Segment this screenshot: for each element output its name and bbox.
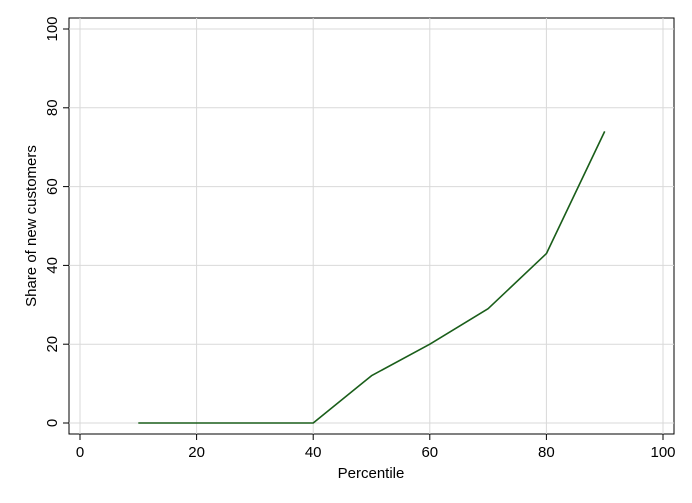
- y-tick-label: 40: [44, 257, 61, 274]
- x-tick-label: 80: [538, 444, 555, 461]
- y-tick-label: 80: [44, 99, 61, 116]
- y-axis-label: Share of new customers: [23, 145, 40, 307]
- axes: 0 20 40 60 80 100 0 20 40 60 80 100: [44, 16, 676, 461]
- series: [138, 131, 606, 424]
- x-tick-label: 20: [188, 444, 205, 461]
- y-tick-label: 0: [44, 419, 61, 427]
- y-tick-label: 20: [44, 336, 61, 353]
- x-axis-label: Percentile: [338, 465, 405, 482]
- x-tick-label: 40: [305, 444, 322, 461]
- x-tick-label: 0: [76, 444, 84, 461]
- x-tick-label: 60: [421, 444, 438, 461]
- y-tick-label: 100: [44, 16, 61, 41]
- plot-area: [68, 17, 675, 435]
- x-tick-label: 100: [650, 444, 675, 461]
- series-line: [138, 131, 606, 424]
- y-tick-label: 60: [44, 178, 61, 195]
